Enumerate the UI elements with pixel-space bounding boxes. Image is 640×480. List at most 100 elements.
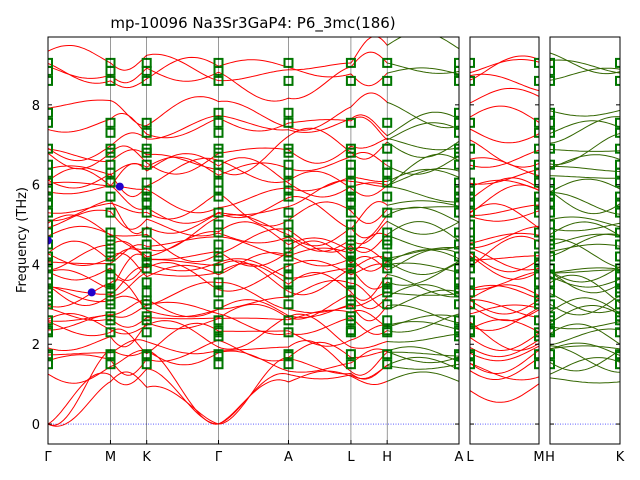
band-marker	[534, 257, 539, 268]
band-line	[218, 157, 289, 184]
band-marker	[48, 191, 53, 202]
band-line	[550, 349, 620, 372]
band-line	[288, 236, 352, 252]
band-marker	[454, 65, 459, 76]
band-line	[48, 286, 111, 295]
band-marker	[550, 235, 555, 246]
band-marker	[550, 65, 555, 76]
band-marker	[454, 57, 459, 68]
band-marker	[470, 349, 475, 360]
band-line	[470, 299, 539, 315]
band-marker	[550, 197, 555, 208]
band-marker	[48, 185, 53, 196]
band-line	[550, 133, 620, 166]
band-line	[550, 120, 620, 134]
band-line	[470, 339, 539, 358]
band-line	[386, 221, 459, 242]
band-marker	[615, 311, 620, 322]
band-marker	[48, 269, 53, 280]
band-marker	[615, 159, 620, 170]
band-marker	[615, 227, 620, 238]
band-line	[470, 247, 539, 271]
band-marker	[48, 197, 53, 208]
band-line	[288, 341, 352, 358]
band-marker	[454, 143, 459, 154]
band-marker	[615, 349, 620, 360]
band-marker	[534, 327, 539, 338]
band-line	[350, 258, 388, 272]
band-line	[146, 301, 219, 315]
band-marker	[534, 251, 539, 262]
band-line	[288, 373, 352, 380]
band-marker	[48, 315, 53, 326]
band-marker	[534, 277, 539, 288]
band-marker	[454, 315, 459, 326]
band-marker	[550, 269, 555, 280]
band-panel-1: Γ M K Γ A L H A 0 2 4 6 8	[32, 36, 464, 465]
band-line	[218, 232, 289, 244]
band-line	[218, 159, 289, 184]
band-marker	[615, 251, 620, 262]
band-line	[470, 345, 539, 362]
band-marker	[454, 159, 459, 170]
band-line	[350, 324, 388, 341]
band-line	[146, 117, 219, 139]
band-line	[288, 201, 352, 221]
band-line	[110, 324, 147, 335]
band-line	[387, 356, 459, 370]
band-marker	[470, 75, 475, 86]
band-line	[470, 225, 539, 249]
band-marker	[454, 239, 459, 250]
x-tick-label: M	[533, 450, 544, 465]
band-marker	[454, 117, 459, 128]
y-axis-label: Frequency (THz)	[15, 187, 30, 293]
band-line	[350, 274, 388, 301]
band-line	[288, 370, 352, 383]
highlighted-point	[115, 182, 124, 191]
band-marker	[470, 191, 475, 202]
band-line	[387, 292, 459, 296]
band-line	[48, 253, 111, 266]
band-marker	[615, 299, 620, 310]
band-line	[386, 206, 459, 223]
band-line	[146, 272, 219, 277]
band-marker	[454, 325, 459, 336]
band-line	[218, 281, 289, 310]
band-line	[218, 265, 289, 292]
band-line	[110, 100, 147, 127]
band-line	[48, 261, 111, 265]
band-marker	[454, 283, 459, 294]
band-marker	[534, 207, 539, 218]
band-line	[218, 221, 289, 246]
band-line	[387, 274, 459, 298]
band-line	[218, 228, 289, 255]
band-line	[387, 137, 459, 151]
band-line	[387, 247, 459, 259]
band-line	[470, 332, 539, 352]
band-line	[218, 59, 289, 68]
band-marker	[48, 283, 53, 294]
band-line	[550, 238, 620, 269]
band-line	[350, 181, 388, 188]
band-marker	[534, 295, 539, 306]
band-line	[146, 67, 219, 82]
band-marker	[454, 191, 459, 202]
band-line	[48, 165, 111, 176]
band-line	[110, 272, 147, 297]
band-line	[350, 176, 388, 183]
band-line	[218, 187, 289, 208]
band-marker	[470, 207, 475, 218]
band-line	[350, 375, 388, 385]
band-line	[550, 345, 620, 373]
band-line	[288, 237, 352, 252]
band-line	[470, 235, 539, 267]
band-line	[110, 248, 148, 262]
band-marker	[550, 185, 555, 196]
band-line	[350, 116, 388, 141]
y-tick-label: 4	[32, 258, 40, 273]
panel-frame	[469, 36, 540, 445]
band-marker	[534, 227, 539, 238]
band-line	[470, 284, 539, 300]
band-line	[110, 199, 148, 235]
